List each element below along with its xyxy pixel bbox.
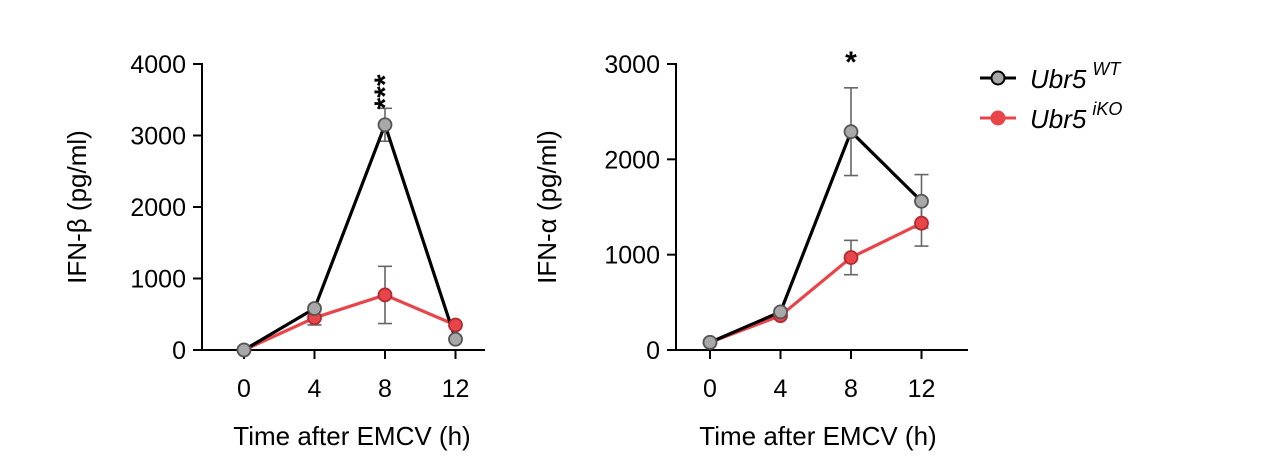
ifn-alpha-y-tick-label: 1000 bbox=[604, 242, 660, 270]
ifn-beta-y-tick-label: 1000 bbox=[130, 266, 186, 294]
ifn-alpha-point-wt bbox=[702, 334, 718, 350]
ifn-alpha-point-iko bbox=[914, 215, 929, 231]
ifn-alpha-x-tick-label: 0 bbox=[703, 375, 717, 403]
ifn-beta-x-tick-label: 0 bbox=[237, 375, 251, 403]
ifn-beta-point-iko bbox=[377, 287, 393, 303]
legend: Ubr5 WT Ubr5 iKO bbox=[980, 59, 1122, 134]
ifn-alpha-y-tick-label: 0 bbox=[646, 337, 660, 365]
ifn-alpha-point-wt bbox=[914, 193, 929, 209]
ifn-beta-chart: 0 1000 2000 3000 4000 0 4 8 12 Time after EMCV (h… bbox=[62, 51, 485, 451]
ifn-beta-significance-label: *** bbox=[369, 74, 402, 109]
ifn-beta-point-wt bbox=[448, 331, 463, 347]
ifn-beta-x-tick-label: 8 bbox=[378, 375, 392, 403]
ifn-alpha-point-wt bbox=[773, 304, 788, 320]
ifn-beta-y-tick-label: 2000 bbox=[130, 194, 186, 222]
ifn-beta-point-iko bbox=[448, 317, 463, 333]
ifn-alpha-chart: 0 1000 2000 3000 0 4 8 12 Time after EMCV (h) IFN… bbox=[532, 46, 968, 451]
ifn-beta-y-axis-title: IFN-β (pg/ml) bbox=[62, 130, 92, 284]
ifn-alpha-point-wt bbox=[843, 124, 859, 140]
ifn-beta-point-wt bbox=[236, 342, 252, 358]
legend-item-wt: Ubr5 WT bbox=[980, 59, 1122, 94]
ifn-alpha-y-axis-title: IFN-α (pg/ml) bbox=[532, 130, 562, 284]
ifn-beta-point-wt bbox=[307, 301, 322, 316]
ifn-beta-y-tick-label: 3000 bbox=[130, 123, 186, 151]
ifn-beta-y-tick-label: 4000 bbox=[130, 51, 186, 79]
ifn-alpha-point-iko bbox=[843, 250, 859, 265]
ifn-alpha-x-tick-label: 8 bbox=[844, 375, 858, 403]
ifn-beta-x-axis-title: Time after EMCV (h) bbox=[233, 421, 470, 451]
ifn-alpha-x-tick-label: 12 bbox=[908, 375, 936, 403]
legend-item-iko: Ubr5 iKO bbox=[980, 99, 1122, 134]
ifn-beta-line-wt bbox=[243, 123, 458, 352]
legend-marker-wt bbox=[990, 70, 1006, 86]
ifn-beta-x-tick-label: 4 bbox=[308, 375, 322, 403]
legend-label-wt: Ubr5 WT bbox=[1030, 59, 1122, 94]
ifn-alpha-y-tick-label: 2000 bbox=[604, 146, 660, 174]
ifn-beta-y-tick-label: 0 bbox=[172, 337, 186, 365]
ifn-alpha-x-tick-label: 4 bbox=[774, 375, 788, 403]
ifn-alpha-y-tick-label: 3000 bbox=[604, 51, 660, 79]
ifn-beta-line-iko bbox=[243, 293, 457, 352]
ifn-beta-x-tick-label: 12 bbox=[442, 375, 470, 403]
legend-marker-iko bbox=[990, 110, 1006, 126]
ifn-alpha-line-iko bbox=[709, 221, 923, 344]
ifn-beta-point-wt bbox=[377, 117, 393, 133]
ifn-alpha-significance-label: * bbox=[845, 46, 857, 79]
ifn-alpha-line-wt bbox=[709, 130, 923, 344]
legend-label-iko: Ubr5 iKO bbox=[1030, 99, 1122, 134]
ifn-alpha-x-axis-title: Time after EMCV (h) bbox=[699, 421, 936, 451]
